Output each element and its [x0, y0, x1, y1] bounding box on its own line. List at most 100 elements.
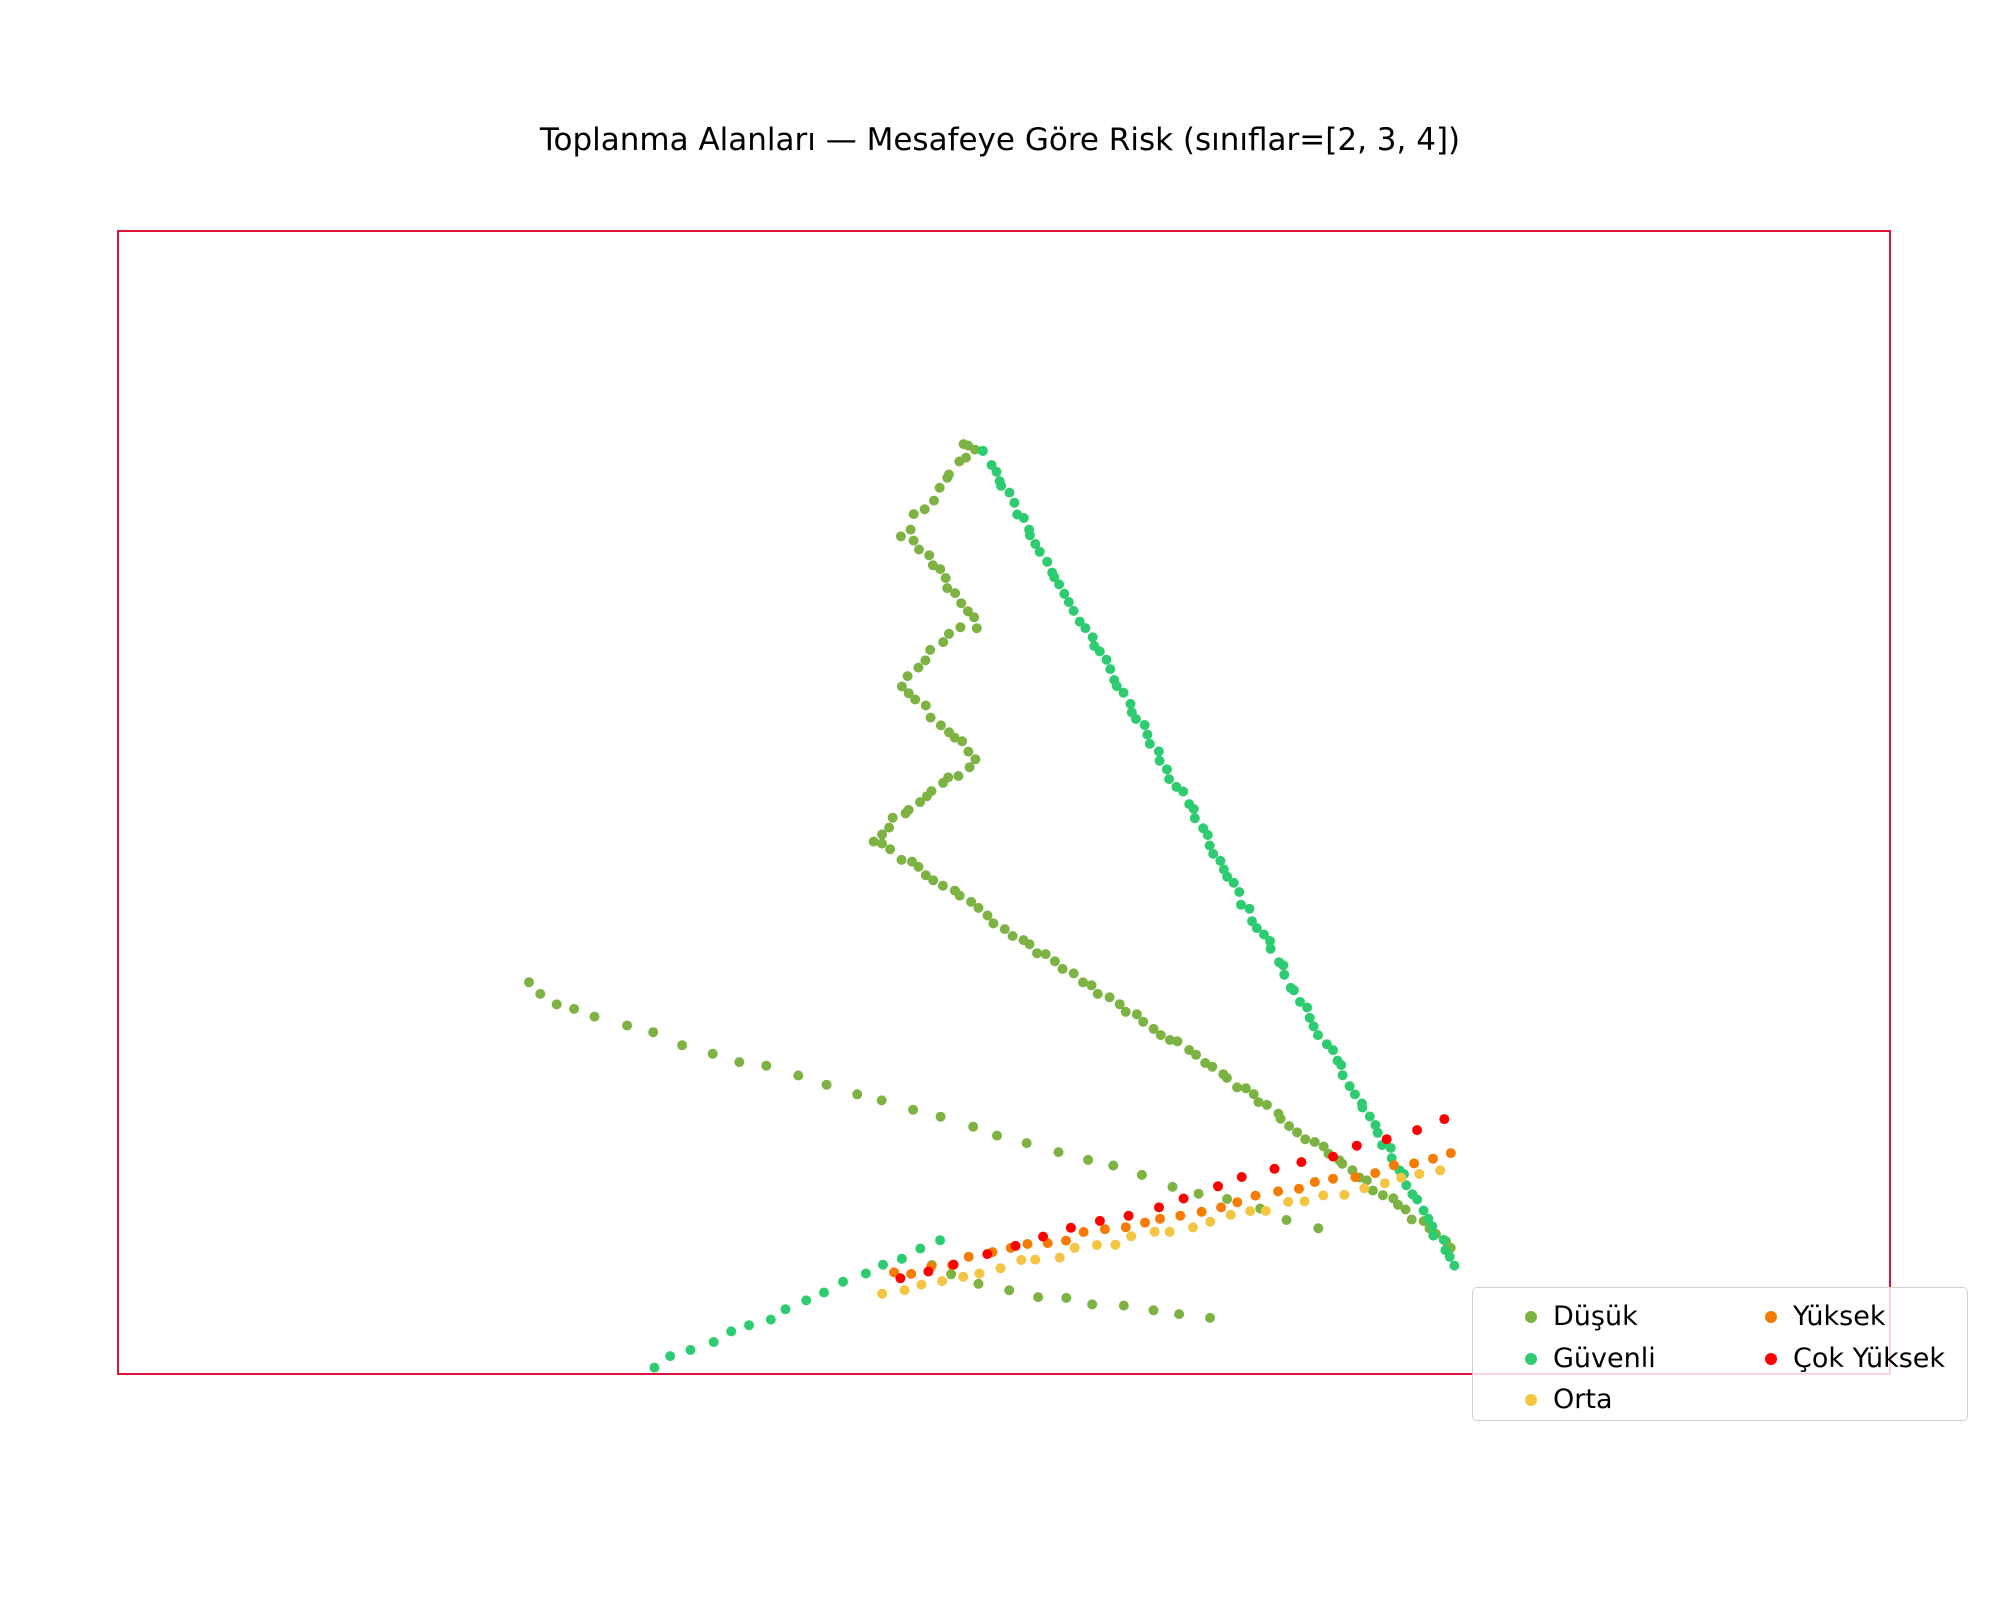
- point-0-108: [1318, 1141, 1329, 1152]
- legend-label-yuksek: Yüksek: [1793, 1301, 1886, 1332]
- point-0-139: [935, 1111, 946, 1122]
- point-1-37: [1153, 746, 1164, 757]
- point-1-16: [1049, 572, 1060, 583]
- point-3-25: [1370, 1168, 1381, 1179]
- point-1-54: [1234, 887, 1245, 897]
- point-0-94: [1207, 1061, 1218, 1072]
- point-0-163: [1118, 1300, 1129, 1311]
- point-0-114: [1361, 1175, 1372, 1186]
- point-1-21: [1074, 616, 1085, 627]
- point-2-29: [1435, 1165, 1446, 1176]
- point-0-134: [1083, 1154, 1094, 1165]
- point-1-23: [1087, 632, 1098, 643]
- point-3-9: [1061, 1235, 1071, 1246]
- legend-marker-dusuk: [1525, 1311, 1537, 1323]
- point-0-115: [1367, 1185, 1378, 1196]
- point-1-100: [935, 1235, 946, 1246]
- point-0-74: [1032, 948, 1042, 959]
- legend-label-cok-yuksek: Çok Yüksek: [1793, 1343, 1946, 1374]
- point-0-40: [957, 736, 968, 747]
- point-1-44: [1188, 804, 1199, 814]
- point-1-59: [1259, 929, 1269, 940]
- point-2-13: [1126, 1231, 1137, 1242]
- point-0-142: [852, 1089, 863, 1100]
- point-1-91: [1412, 1194, 1423, 1205]
- point-2-8: [1030, 1254, 1041, 1265]
- point-2-28: [1414, 1168, 1425, 1179]
- point-1-109: [765, 1314, 776, 1325]
- legend: Düşük Güvenli Orta Yüksek Çok Yüksek: [1472, 1287, 1968, 1421]
- point-0-157: [946, 1269, 957, 1280]
- legend-label-orta: Orta: [1553, 1384, 1613, 1415]
- point-0-41: [963, 746, 974, 757]
- point-1-19: [1063, 597, 1074, 608]
- point-0-131: [1167, 1181, 1178, 1192]
- legend-label-guvenli: Güvenli: [1553, 1343, 1656, 1374]
- point-0-29: [920, 655, 931, 666]
- point-0-106: [1300, 1134, 1311, 1145]
- point-3-22: [1309, 1177, 1320, 1187]
- point-1-107: [801, 1295, 812, 1306]
- point-0-23: [969, 612, 980, 623]
- point-4-12: [1236, 1172, 1247, 1182]
- point-4-8: [1123, 1210, 1134, 1221]
- point-2-7: [1016, 1255, 1027, 1265]
- point-0-52: [887, 812, 898, 823]
- point-4-3: [982, 1249, 993, 1260]
- point-0-92: [1191, 1049, 1201, 1060]
- point-0-18: [940, 573, 951, 583]
- point-4-7: [1094, 1215, 1105, 1226]
- point-2-1: [899, 1285, 910, 1296]
- point-3-10: [1078, 1227, 1089, 1237]
- point-4-11: [1213, 1181, 1223, 1192]
- point-1-58: [1251, 923, 1262, 934]
- point-2-20: [1260, 1205, 1271, 1216]
- point-2-0: [877, 1288, 888, 1299]
- point-4-18: [1412, 1125, 1423, 1136]
- point-0-36: [925, 712, 936, 723]
- point-1-68: [1302, 1002, 1313, 1013]
- point-1-18: [1059, 588, 1070, 599]
- point-1-70: [1308, 1021, 1319, 1032]
- legend-label-dusuk: Düşük: [1553, 1301, 1638, 1332]
- point-2-11: [1091, 1240, 1102, 1250]
- point-0-39: [949, 732, 960, 743]
- point-0-71: [1007, 931, 1018, 941]
- point-1-25: [1094, 646, 1105, 657]
- point-0-140: [908, 1104, 919, 1115]
- point-1-77: [1344, 1081, 1355, 1092]
- point-0-120: [1406, 1214, 1417, 1225]
- point-0-145: [761, 1060, 772, 1071]
- point-0-25: [955, 622, 966, 633]
- point-2-6: [995, 1263, 1006, 1274]
- point-0-19: [942, 583, 953, 594]
- point-1-72: [1321, 1039, 1332, 1050]
- point-3-27: [1409, 1158, 1420, 1169]
- point-4-14: [1296, 1157, 1307, 1168]
- point-0-85: [1131, 1009, 1142, 1020]
- point-0-43: [964, 762, 975, 773]
- point-0-166: [1205, 1312, 1215, 1323]
- point-0-76: [1049, 956, 1060, 967]
- point-0-62: [928, 875, 939, 886]
- point-0-88: [1155, 1030, 1166, 1041]
- point-0-75: [1040, 949, 1051, 960]
- point-0-146: [734, 1057, 745, 1068]
- point-1-14: [1042, 556, 1053, 567]
- point-0-98: [1240, 1083, 1251, 1094]
- point-3-15: [1175, 1210, 1186, 1221]
- point-0-63: [937, 880, 948, 891]
- point-4-13: [1269, 1163, 1280, 1174]
- point-1-63: [1278, 960, 1289, 971]
- point-0-9: [919, 504, 930, 515]
- point-1-56: [1244, 903, 1255, 914]
- point-0-96: [1221, 1072, 1232, 1083]
- point-1-106: [819, 1287, 829, 1298]
- point-3-14: [1155, 1213, 1165, 1224]
- point-0-153: [551, 999, 562, 1010]
- point-3-26: [1388, 1160, 1399, 1171]
- points-layer: [524, 439, 1460, 1373]
- point-0-159: [1004, 1285, 1015, 1296]
- point-4-0: [895, 1273, 906, 1284]
